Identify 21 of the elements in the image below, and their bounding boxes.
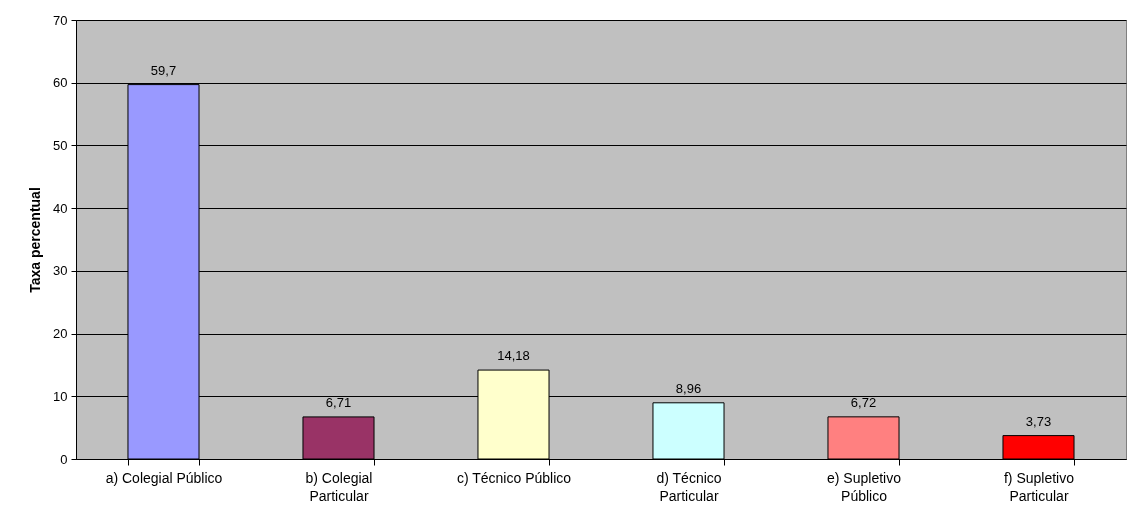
data-label: 8,96 <box>675 380 702 396</box>
data-label: 6,71 <box>325 394 352 410</box>
y-tick-label: 50 <box>53 137 68 153</box>
data-label: 14,18 <box>497 348 530 364</box>
x-tick-label: c) Técnico Público <box>456 469 572 486</box>
data-label: 59,7 <box>150 62 177 78</box>
x-tick-label: a) Colegial Público <box>105 469 223 486</box>
y-axis-title: Taxa percentual <box>27 187 44 293</box>
y-tick-label: 70 <box>53 12 68 28</box>
y-tick-label: 0 <box>60 451 68 467</box>
y-tick-label: 10 <box>53 388 68 404</box>
y-tick-label: 60 <box>53 75 68 91</box>
x-tick-label: b) Colegial Particular <box>305 469 373 504</box>
data-label: 6,72 <box>850 394 877 410</box>
x-tick-label: d) Técnico Particular <box>656 469 722 504</box>
y-tick-label: 40 <box>53 200 68 216</box>
y-tick-label: 20 <box>53 326 68 342</box>
x-tick-label: e) Supletivo Público <box>827 469 902 504</box>
y-tick-label: 30 <box>53 263 68 279</box>
x-tick-label: f) Supletivo Particular <box>1003 469 1075 504</box>
data-label: 3,73 <box>1025 413 1052 429</box>
